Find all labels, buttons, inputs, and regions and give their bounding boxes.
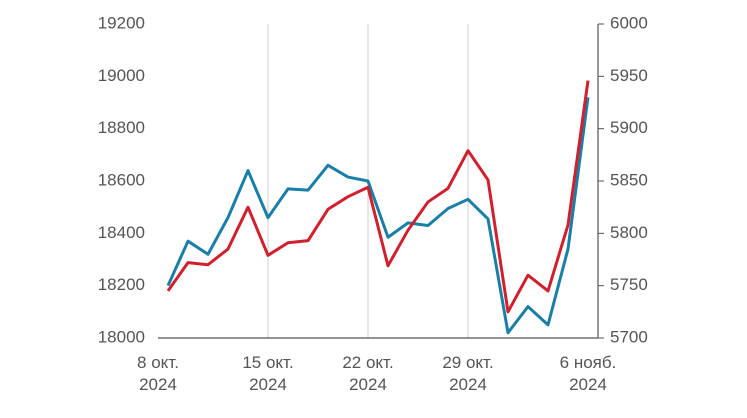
y-tick-label: 18400 — [98, 223, 145, 242]
y2-tick-label: 5850 — [610, 170, 648, 189]
series-line — [166, 80, 590, 314]
y2-tick-label: 6000 — [610, 13, 648, 32]
series-line — [166, 97, 590, 335]
x-tick-label: 8 окт. 2024 — [137, 353, 179, 394]
x-tick-label: 22 окт. 2024 — [342, 353, 394, 394]
y2-tick-label: 5750 — [610, 275, 648, 294]
y2-tick-label: 5950 — [610, 66, 648, 85]
y2-tick-label: 5800 — [610, 223, 648, 242]
y2-tick-label: 5700 — [610, 327, 648, 346]
y-tick-label: 18000 — [98, 327, 145, 346]
x-tick-label: 29 окт. 2024 — [442, 353, 494, 394]
y-tick-label: 18200 — [98, 275, 145, 294]
y-tick-label: 18600 — [98, 170, 145, 189]
x-tick-label: 6 нояб. 2024 — [559, 353, 617, 394]
y-tick-label: 19200 — [98, 13, 145, 32]
y-tick-label: 18800 — [98, 118, 145, 137]
y2-tick-label: 5900 — [610, 118, 648, 137]
y-tick-label: 19000 — [98, 66, 145, 85]
x-tick-label: 15 окт. 2024 — [242, 353, 294, 394]
